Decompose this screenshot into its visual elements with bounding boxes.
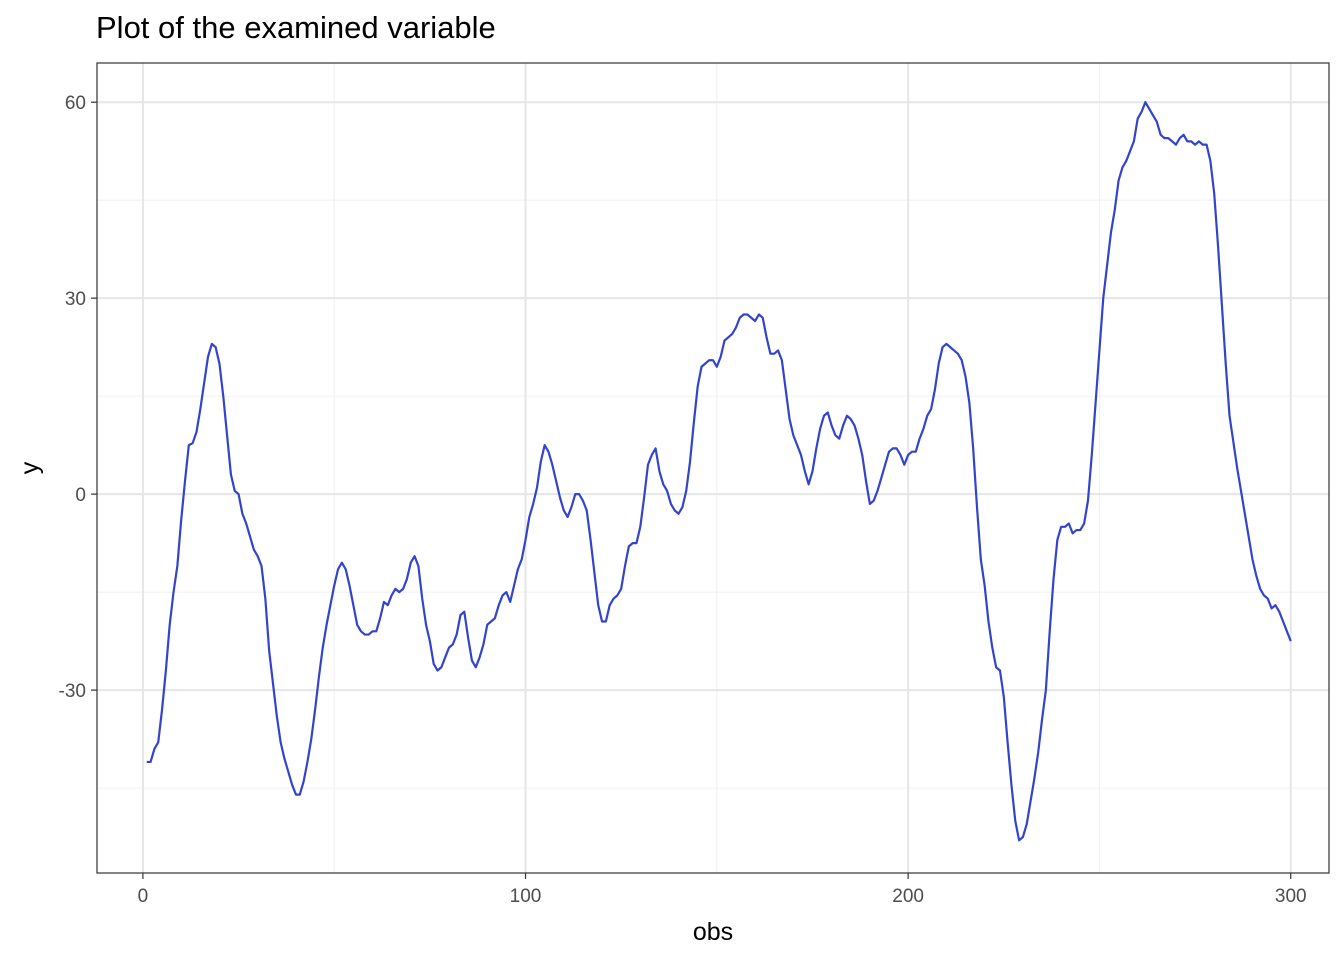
plot-panel-border <box>96 62 1330 874</box>
y-tick-label: 60 <box>65 93 86 114</box>
x-tick-label: 100 <box>510 886 542 907</box>
x-axis: 0 100 200 300 <box>138 873 1307 907</box>
x-tick-label: 200 <box>892 886 924 907</box>
x-axis-title: obs <box>693 918 733 946</box>
y-tick-label: -30 <box>59 681 86 702</box>
chart-title: Plot of the examined variable <box>96 10 496 45</box>
x-tick-label: 0 <box>138 886 149 907</box>
y-tick-label: 30 <box>65 289 86 310</box>
y-axis: -30 0 30 60 <box>59 93 97 702</box>
y-tick-label: 0 <box>75 485 86 506</box>
series-line <box>146 101 1292 842</box>
y-axis-title: y <box>16 461 44 474</box>
grid <box>97 63 1329 873</box>
x-tick-label: 300 <box>1275 886 1307 907</box>
